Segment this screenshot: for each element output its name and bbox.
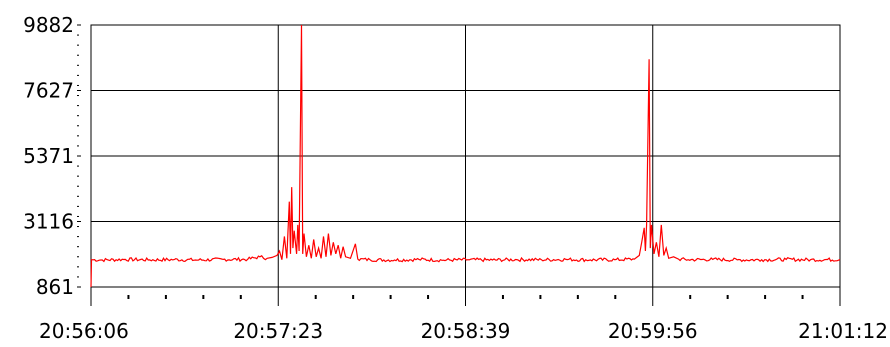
y-tick-label: 9882 — [23, 13, 74, 37]
x-tick-label: 20:57:23 — [233, 319, 323, 343]
x-tick-label: 20:56:06 — [39, 319, 129, 343]
x-tick-label: 21:01:12 — [798, 319, 888, 343]
x-axis-labels: 20:56:06 20:57:23 20:58:39 20:59:56 21:01:12 — [39, 287, 888, 343]
series-line — [90, 24, 841, 288]
series-group — [90, 24, 841, 288]
x-tick-label: 20:59:56 — [608, 319, 698, 343]
y-tick-label: 7627 — [23, 79, 74, 103]
y-tick-label: 3116 — [23, 210, 74, 234]
y-tick-label: 861 — [36, 275, 74, 299]
x-tick-label: 20:58:39 — [421, 319, 511, 343]
y-tick-label: 5371 — [23, 144, 74, 168]
y-axis-labels: 9882 7627 5371 3116 861 — [23, 13, 81, 299]
x-minor-ticks — [127, 295, 804, 299]
